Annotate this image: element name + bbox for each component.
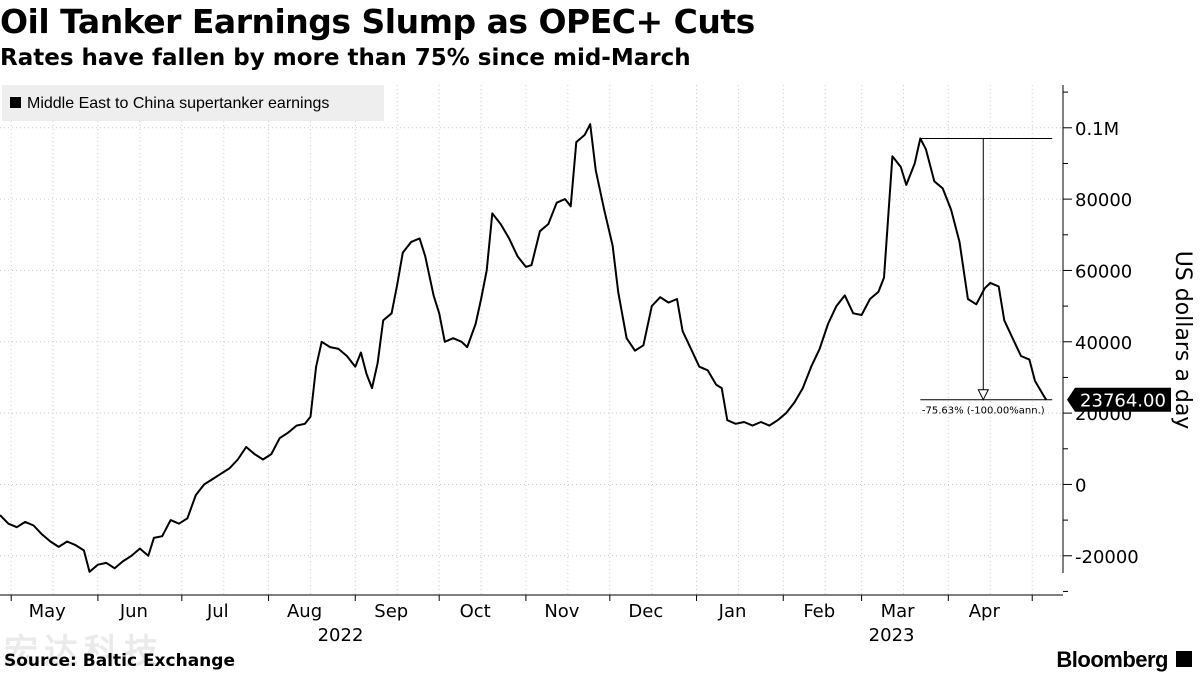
legend-background bbox=[2, 85, 384, 121]
change-annotation: -75.63% (-100.00%ann.) bbox=[920, 137, 1053, 417]
last-value-label-background bbox=[1067, 387, 1171, 412]
x-axis: May Jun Jul Aug Sep Oct Nov Dec Jan Feb Mar Apr 2022… bbox=[0, 594, 1063, 646]
x-tick-label: Sep bbox=[374, 601, 408, 622]
source-note: Source: Baltic Exchange bbox=[4, 651, 235, 671]
gridlines bbox=[0, 85, 1063, 595]
last-value-label: 23764.00 bbox=[1080, 391, 1166, 412]
annotation-arrow-head bbox=[977, 389, 990, 401]
x-tick-label: Dec bbox=[628, 601, 663, 622]
legend-swatch bbox=[10, 97, 21, 108]
chart-subtitle: Rates have fallen by more than 75% since… bbox=[0, 45, 691, 71]
x-year-label: 2022 bbox=[318, 625, 364, 646]
annotation-text: -75.63% (-100.00%ann.) bbox=[922, 406, 1045, 417]
series-layer: 23764.00 bbox=[0, 123, 1171, 573]
x-tick-label: May bbox=[29, 601, 67, 622]
y-tick-label: 0 bbox=[1075, 475, 1086, 496]
y-tick-label: -20000 bbox=[1075, 547, 1139, 568]
x-tick-label: Apr bbox=[969, 601, 1001, 622]
bloomberg-logo-icon bbox=[1176, 651, 1192, 667]
x-tick-label: Jan bbox=[718, 601, 747, 622]
x-year-label: 2023 bbox=[869, 625, 915, 646]
x-tick-label: Mar bbox=[881, 601, 916, 622]
x-tick-label: Aug bbox=[287, 601, 322, 622]
legend: Middle East to China supertanker earning… bbox=[2, 85, 384, 121]
chart-title: Oil Tanker Earnings Slump as OPEC+ Cuts bbox=[0, 2, 755, 41]
x-tick-label: Feb bbox=[803, 601, 835, 622]
y-tick-label: 60000 bbox=[1075, 261, 1132, 282]
y-tick-label: 40000 bbox=[1075, 333, 1132, 354]
x-tick-label: Oct bbox=[460, 601, 491, 622]
y-tick-label: 80000 bbox=[1075, 190, 1132, 211]
x-tick-label: Nov bbox=[544, 601, 579, 622]
x-tick-label: Jun bbox=[119, 601, 148, 622]
x-tick-label: Jul bbox=[206, 601, 229, 622]
y-axis-label: US dollars a day bbox=[1170, 251, 1195, 430]
bloomberg-logo: Bloomberg bbox=[1056, 647, 1168, 672]
legend-entry: Middle East to China supertanker earning… bbox=[27, 95, 329, 112]
series-line bbox=[0, 123, 1048, 573]
watermark: 宏达科技 bbox=[4, 632, 164, 672]
y-tick-label: 0.1M bbox=[1075, 119, 1119, 140]
